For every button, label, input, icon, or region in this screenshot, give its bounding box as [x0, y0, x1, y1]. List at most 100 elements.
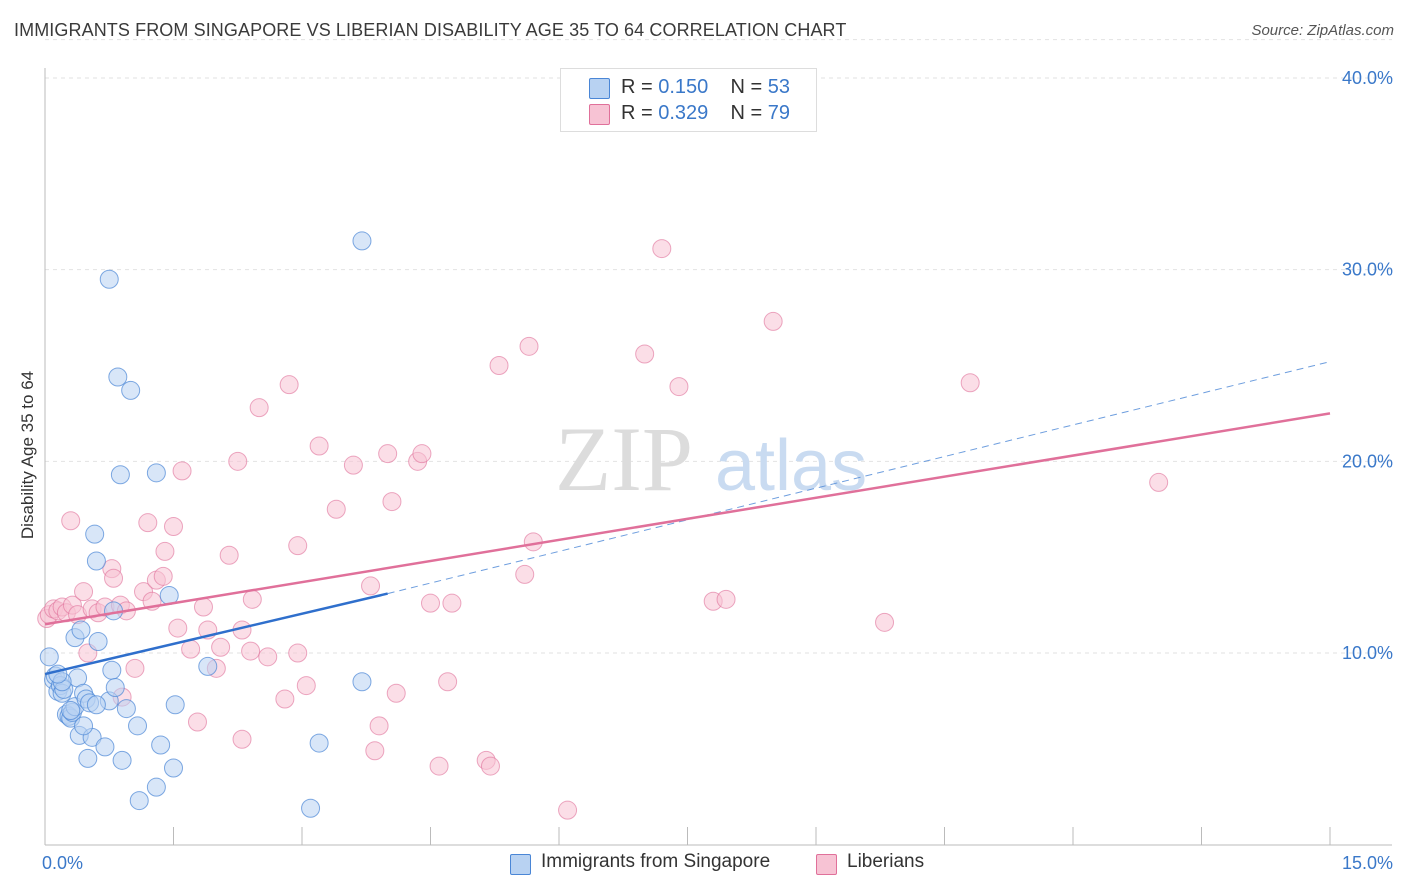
- liberians-point: [172, 461, 192, 481]
- liberians-point: [386, 683, 406, 703]
- liberians-point: [429, 756, 449, 776]
- singapore-point: [71, 620, 91, 640]
- watermark-zip: ZIP: [555, 408, 693, 510]
- series-legend: Immigrants from Singapore Liberians: [0, 851, 1406, 877]
- singapore-point: [108, 367, 128, 387]
- singapore-point: [105, 678, 125, 697]
- legend-r-label: R =: [621, 76, 653, 98]
- singapore-point: [146, 777, 166, 797]
- singapore-point: [86, 551, 106, 571]
- singapore-point: [352, 672, 372, 692]
- liberians-point: [138, 513, 158, 533]
- singapore-point: [88, 632, 108, 651]
- watermark: ZIP atlas: [555, 408, 867, 510]
- legend-label: Liberians: [847, 851, 925, 872]
- singapore-point: [110, 465, 130, 485]
- liberians-point: [125, 658, 145, 678]
- singapore-point: [74, 716, 94, 736]
- liberians-point: [438, 672, 458, 692]
- liberians-point: [515, 564, 535, 584]
- singapore-point: [129, 791, 149, 811]
- source-label: Source: ZipAtlas.com: [1251, 22, 1394, 39]
- singapore-point: [95, 737, 115, 757]
- singapore-point: [39, 647, 59, 667]
- y-tick-label: 40.0%: [1342, 68, 1393, 88]
- liberians-point: [309, 436, 329, 456]
- legend-swatch-blue: [589, 78, 610, 99]
- x-tick-label: 15.0%: [1342, 853, 1393, 873]
- liberians-point: [181, 639, 201, 659]
- singapore-point: [164, 758, 183, 778]
- liberians-point: [519, 336, 539, 356]
- liberians-point: [275, 689, 295, 709]
- liberians-point: [763, 311, 783, 331]
- legend-label: Immigrants from Singapore: [541, 851, 771, 872]
- liberians-point: [193, 597, 213, 617]
- stats-legend: R = 0.150 N = 53 R = 0.329 N = 79: [560, 68, 817, 132]
- y-tick-label: 30.0%: [1342, 260, 1393, 280]
- singapore-point: [99, 269, 119, 289]
- liberians-point: [635, 344, 655, 364]
- liberians-point: [343, 455, 363, 475]
- axes: [44, 68, 1392, 846]
- liberians-point: [164, 517, 183, 536]
- liberians-point: [296, 676, 316, 696]
- trend-lines: [44, 361, 1331, 676]
- singapore-trend-extension: [387, 361, 1331, 595]
- liberians-point: [61, 511, 81, 531]
- liberians-point: [288, 536, 308, 556]
- singapore-point: [165, 695, 185, 715]
- liberians-point: [74, 582, 94, 602]
- singapore-point: [102, 660, 122, 680]
- liberians-point: [258, 647, 278, 667]
- liberians-point: [326, 499, 346, 519]
- liberians-point: [361, 576, 381, 596]
- liberians-point: [960, 373, 980, 393]
- liberians-point: [232, 729, 252, 749]
- legend-n-value: 53: [767, 76, 791, 98]
- liberians-point: [442, 593, 462, 613]
- liberians-point: [249, 398, 269, 418]
- liberians-point: [155, 541, 175, 561]
- singapore-point: [121, 380, 141, 400]
- y-tick-label: 20.0%: [1342, 451, 1393, 471]
- liberians-trend-line: [44, 412, 1331, 626]
- tick-labels: 10.0% 20.0% 30.0% 40.0% 0.0% 15.0%: [42, 68, 1393, 873]
- singapore-point: [78, 748, 98, 768]
- y-tick-label: 10.0%: [1342, 643, 1393, 663]
- singapore-point: [61, 701, 81, 720]
- singapore-points: [39, 231, 372, 818]
- legend-swatch-pink: [816, 854, 837, 875]
- liberians-point: [228, 451, 248, 471]
- liberians-point: [652, 239, 672, 259]
- liberians-point: [489, 356, 509, 375]
- liberians-point: [1149, 472, 1169, 492]
- chart-title: IMMIGRANTS FROM SINGAPORE VS LIBERIAN DI…: [14, 20, 847, 40]
- liberians-point: [187, 712, 207, 732]
- singapore-point: [198, 656, 218, 676]
- singapore-point: [48, 664, 68, 684]
- liberians-point: [369, 716, 389, 736]
- legend-r-value: 0.329: [658, 102, 709, 124]
- liberians-point: [241, 641, 261, 661]
- singapore-point: [112, 750, 132, 770]
- singapore-point: [116, 699, 136, 719]
- liberians-point: [480, 756, 500, 776]
- liberians-point: [875, 612, 895, 632]
- singapore-point: [128, 716, 148, 736]
- gridlines: [45, 39, 1392, 654]
- x-tick-label: 0.0%: [42, 853, 83, 873]
- singapore-point: [86, 695, 106, 715]
- legend-r-label: R =: [621, 102, 653, 124]
- singapore-point: [352, 231, 372, 251]
- liberians-point: [412, 444, 432, 464]
- liberians-point: [365, 741, 385, 761]
- legend-n-value: 79: [767, 102, 791, 124]
- singapore-point: [301, 798, 321, 818]
- liberians-point: [242, 589, 262, 609]
- singapore-point: [85, 524, 105, 544]
- liberians-point: [669, 377, 689, 397]
- liberians-point: [211, 637, 231, 657]
- singapore-point: [151, 735, 171, 755]
